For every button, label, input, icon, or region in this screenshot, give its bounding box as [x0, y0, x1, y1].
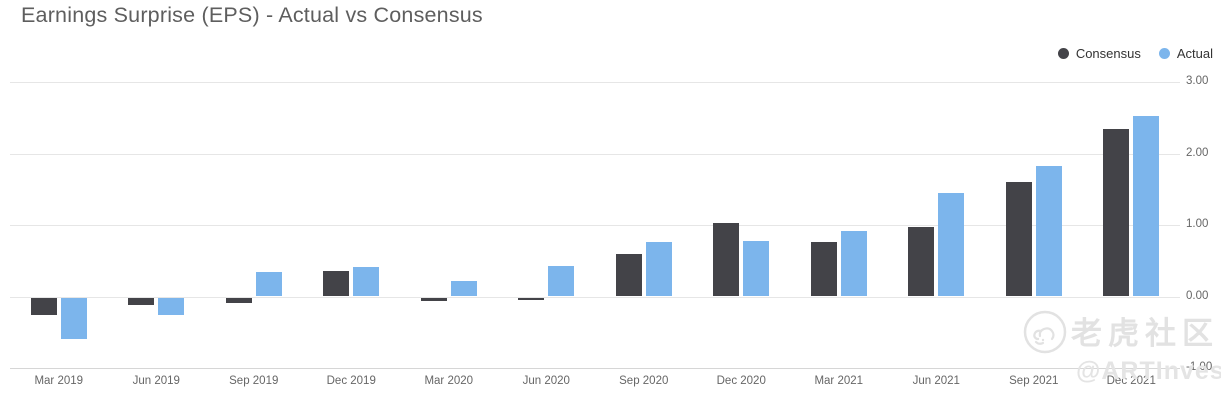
consensus-bar-jun-2019[interactable] [128, 297, 155, 305]
consensus-bar-dec-2020[interactable] [713, 222, 740, 297]
legend-label-actual: Actual [1176, 46, 1213, 61]
chart-title: Earnings Surprise (EPS) - Actual vs Cons… [21, 3, 483, 27]
actual-bar-sep-2020[interactable] [645, 242, 672, 297]
y-axis-tick-label: 0.00 [1186, 289, 1209, 302]
consensus-bar-mar-2021[interactable] [810, 242, 837, 297]
x-axis-label: Mar 2019 [34, 375, 84, 387]
x-axis-label: Mar 2021 [814, 375, 864, 387]
consensus-bar-dec-2019[interactable] [323, 271, 350, 297]
actual-bar-mar-2019[interactable] [60, 297, 87, 339]
consensus-bar-mar-2020[interactable] [420, 297, 447, 302]
actual-bar-jun-2021[interactable] [938, 192, 965, 297]
legend-label-consensus: Consensus [1075, 46, 1141, 61]
gridline [10, 296, 1180, 298]
actual-series-dot-icon [1158, 48, 1170, 59]
y-axis-tick-label: 2.00 [1186, 146, 1209, 159]
gridline [10, 82, 1180, 83]
x-axis-label: Dec 2021 [1106, 375, 1156, 387]
actual-bar-dec-2020[interactable] [743, 241, 770, 297]
gridline [10, 153, 1180, 155]
x-axis-label: Jun 2021 [912, 375, 960, 387]
consensus-series-dot-icon [1057, 48, 1069, 59]
x-axis-label: Sep 2019 [229, 375, 279, 387]
consensus-bar-sep-2021[interactable] [1005, 182, 1032, 297]
x-axis-label: Sep 2021 [1009, 375, 1059, 387]
x-axis-label: Dec 2019 [326, 375, 376, 387]
y-axis-tick-label: -1.00 [1186, 361, 1213, 373]
x-axis-label: Jun 2020 [522, 375, 570, 387]
y-axis-tick-label: 1.00 [1186, 218, 1209, 230]
actual-bar-mar-2020[interactable] [450, 281, 477, 297]
consensus-bar-sep-2020[interactable] [615, 253, 642, 297]
y-axis-tick-label: 3.00 [1186, 75, 1209, 87]
x-axis-label: Mar 2020 [424, 375, 474, 387]
consensus-bar-sep-2019[interactable] [225, 297, 252, 303]
consensus-bar-jun-2021[interactable] [908, 227, 935, 297]
actual-bar-mar-2021[interactable] [840, 230, 867, 297]
legend: Consensus Actual [1057, 46, 1213, 61]
consensus-bar-jun-2020[interactable] [518, 297, 545, 301]
legend-item-actual[interactable]: Actual [1158, 46, 1213, 61]
x-axis-label: Jun 2019 [132, 375, 180, 387]
legend-item-consensus[interactable]: Consensus [1057, 46, 1141, 61]
consensus-bar-dec-2021[interactable] [1103, 129, 1130, 297]
gridline [10, 225, 1180, 226]
actual-bar-jun-2020[interactable] [548, 266, 575, 297]
x-axis-label: Sep 2020 [619, 375, 669, 387]
actual-bar-dec-2021[interactable] [1133, 116, 1160, 297]
actual-bar-sep-2019[interactable] [255, 272, 282, 297]
actual-bar-jun-2019[interactable] [158, 297, 185, 315]
x-axis-line [10, 368, 1180, 369]
actual-bar-sep-2021[interactable] [1035, 165, 1062, 297]
x-axis-label: Dec 2020 [716, 375, 766, 387]
actual-bar-dec-2019[interactable] [353, 267, 380, 297]
consensus-bar-mar-2019[interactable] [30, 297, 57, 315]
